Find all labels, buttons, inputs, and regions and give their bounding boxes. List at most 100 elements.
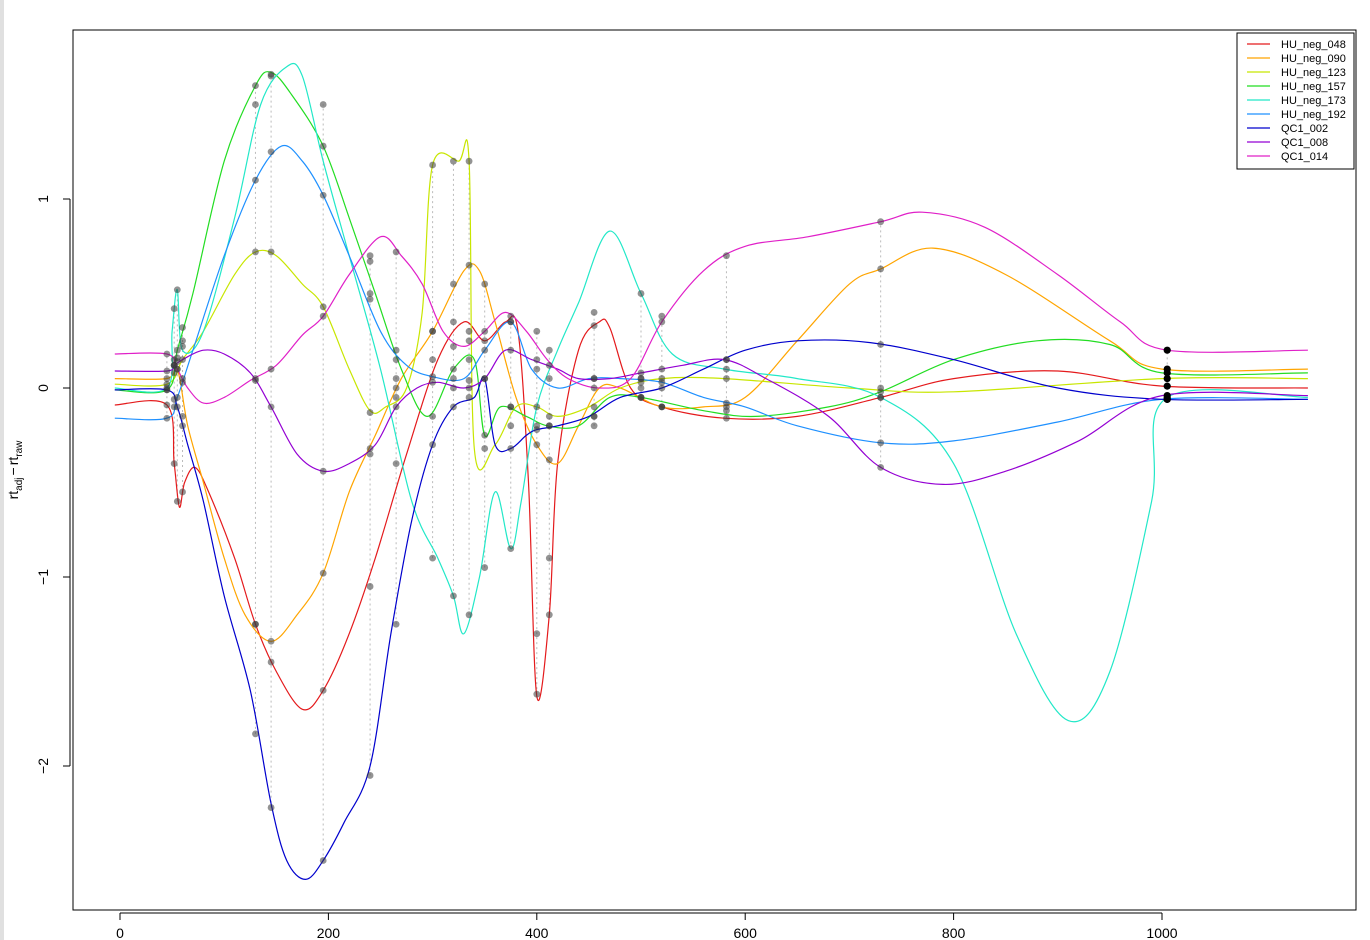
peak-point xyxy=(590,309,598,316)
peak-point xyxy=(392,384,400,392)
peak-point xyxy=(366,257,374,265)
peak-point xyxy=(450,343,457,350)
peak-point xyxy=(1163,346,1171,354)
peak-point xyxy=(179,343,186,350)
peak-point xyxy=(877,463,885,471)
peak-point xyxy=(429,554,436,562)
legend-label: QC1_002 xyxy=(1281,123,1328,135)
peak-point xyxy=(507,403,515,411)
peak-point xyxy=(507,445,515,452)
peak-point xyxy=(429,327,436,335)
peak-point xyxy=(173,346,181,354)
plot-box xyxy=(72,29,1357,911)
legend: HU_neg_048 HU_neg_090 HU_neg_123 HU_neg_157… xyxy=(1236,32,1355,170)
peak-point xyxy=(590,422,598,430)
peak-point xyxy=(173,365,181,373)
peak-point xyxy=(533,426,541,433)
peak-point xyxy=(366,445,374,452)
peak-point xyxy=(877,439,885,447)
window-edge xyxy=(0,0,4,940)
y-axis: −2 −1 0 1 xyxy=(35,195,71,774)
peak-point xyxy=(267,658,275,666)
peak-point xyxy=(392,248,400,256)
peak-point xyxy=(429,373,436,381)
peak-point xyxy=(392,346,400,354)
peak-point xyxy=(173,286,181,294)
peak-point xyxy=(658,365,666,373)
peak-point xyxy=(545,554,553,562)
legend-label: HU_neg_157 xyxy=(1281,81,1346,93)
series-line-hu-neg-090 xyxy=(114,247,1308,642)
peak-point xyxy=(173,498,181,505)
peak-point xyxy=(465,356,473,364)
peak-point xyxy=(450,384,457,392)
peak-point xyxy=(507,346,515,354)
peak-point xyxy=(252,377,259,384)
peak-point xyxy=(267,365,275,373)
peak-point xyxy=(590,403,598,411)
peak-point xyxy=(481,375,489,382)
peak-point xyxy=(637,290,645,297)
peak-point xyxy=(450,318,457,326)
peak-point xyxy=(319,303,327,311)
peak-point xyxy=(545,422,553,430)
peak-point xyxy=(1163,382,1171,390)
peak-point xyxy=(637,375,645,382)
peak-point xyxy=(590,375,598,382)
peak-point xyxy=(392,403,400,411)
peak-point xyxy=(179,422,186,430)
legend-box xyxy=(1236,32,1355,170)
peak-point xyxy=(637,394,645,401)
peak-point xyxy=(173,403,181,411)
peak-point xyxy=(465,337,473,345)
x-tick-label: 200 xyxy=(317,925,341,940)
peak-point xyxy=(877,265,885,273)
peak-point xyxy=(319,191,327,199)
peak-point xyxy=(590,412,598,420)
peak-point xyxy=(481,564,489,571)
peak-point xyxy=(319,857,327,864)
peak-point xyxy=(392,394,400,401)
legend-label: QC1_014 xyxy=(1281,151,1328,163)
peak-point xyxy=(267,248,275,256)
peak-point xyxy=(163,414,171,422)
series-line-hu-neg-048 xyxy=(114,315,1308,711)
x-tick-label: 0 xyxy=(116,925,124,940)
peak-point xyxy=(267,637,275,645)
peak-point xyxy=(533,365,541,373)
peak-point xyxy=(366,583,374,590)
series-lines xyxy=(114,62,1308,881)
peak-point xyxy=(877,218,885,226)
peak-point xyxy=(179,378,186,386)
legend-label: HU_neg_192 xyxy=(1281,109,1346,121)
peak-point xyxy=(366,409,374,416)
y-tick-label: −2 xyxy=(35,758,51,774)
peak-point xyxy=(429,161,436,169)
peak-point xyxy=(252,82,259,89)
peak-point xyxy=(1163,391,1171,400)
peak-point xyxy=(658,403,666,411)
series-line-hu-neg-123 xyxy=(114,139,1308,471)
peak-point xyxy=(450,592,457,600)
legend-label: HU_neg_090 xyxy=(1281,53,1346,65)
legend-label: HU_neg_123 xyxy=(1281,67,1346,79)
peak-point xyxy=(170,305,178,313)
peak-point xyxy=(723,414,730,422)
peak-point xyxy=(545,375,553,382)
peak-point xyxy=(465,261,473,269)
peak-point xyxy=(319,101,327,108)
peak-point xyxy=(545,412,553,420)
peak-point xyxy=(481,280,489,288)
peak-point xyxy=(533,356,541,364)
peak-point xyxy=(1163,374,1171,383)
peak-point xyxy=(429,356,436,364)
y-tick-label: 0 xyxy=(35,384,51,392)
peak-point xyxy=(163,350,171,358)
x-tick-label: 400 xyxy=(525,925,549,940)
peak-point xyxy=(267,403,275,411)
peak-point xyxy=(1163,369,1171,377)
x-axis: 0 200 400 600 800 1000 xyxy=(116,912,1178,940)
peak-point xyxy=(267,804,275,811)
peak-point xyxy=(319,569,327,577)
peak-point xyxy=(429,412,436,420)
